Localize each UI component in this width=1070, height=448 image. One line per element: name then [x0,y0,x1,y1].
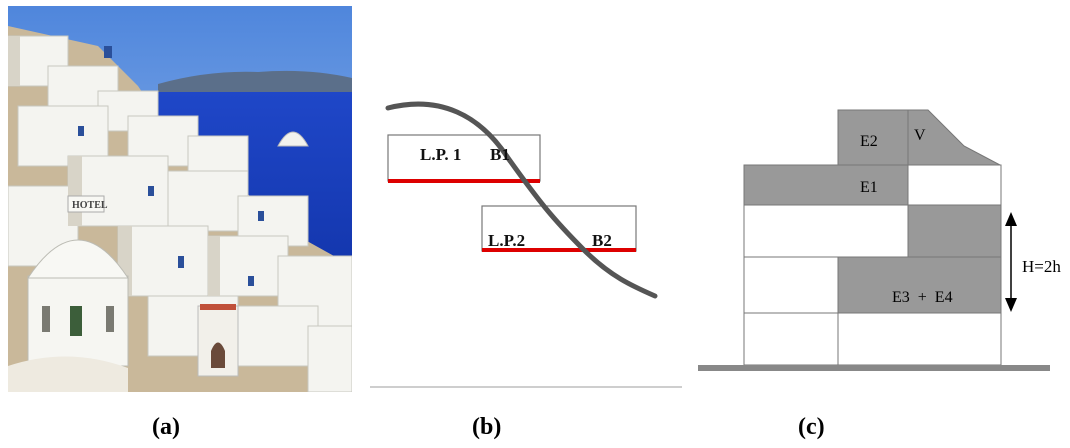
caption-c: (c) [798,414,825,440]
terrain-slope-curve [385,101,658,299]
floor-4-right-cell [907,164,1002,206]
floor-3-right-shaded-cell [907,204,1002,258]
extension-e2-box [837,109,909,166]
plot-2-label: L.P.2 [488,231,525,250]
svg-text:HOTEL: HOTEL [72,200,108,211]
floor-1-left-cell [743,312,839,366]
floor-3-left-cell [743,204,909,258]
height-arrow-up-head [1005,212,1017,226]
panel-c-building-section: E2 V E1 E3 + E4 H=2h [696,100,1070,380]
panel-b-slope-diagram: L.P. 1 B1 L.P.2 B2 [352,80,690,400]
floor-2-left-cell [743,256,839,314]
caption-a: (a) [152,414,180,440]
town-photo-illustration: HOTEL [7,6,353,393]
panel-a-photo: HOTEL [7,6,353,393]
slope-diagram-svg: L.P. 1 B1 L.P.2 B2 [352,101,682,388]
v-label: V [914,127,926,144]
e3-e4-label: E3 + E4 [892,289,953,306]
block-1-label: B1 [490,145,510,164]
height-arrow-down-head [1005,298,1017,312]
caption-b: (b) [472,414,502,440]
extension-e3-e4-box [837,256,1002,314]
e2-label: E2 [860,133,878,150]
floor-1-right-cell [837,312,1002,366]
ground-line [698,365,1050,371]
extension-e1-box [743,164,909,206]
e1-label: E1 [860,179,878,196]
land-plot-1-box [387,134,541,182]
height-label: H=2h [1022,257,1061,276]
land-plot-2-box [481,205,637,252]
building-section-svg: E2 V E1 E3 + E4 H=2h [698,109,1061,371]
plot-1-label: L.P. 1 [420,145,461,164]
block-2-label: B2 [592,231,612,250]
